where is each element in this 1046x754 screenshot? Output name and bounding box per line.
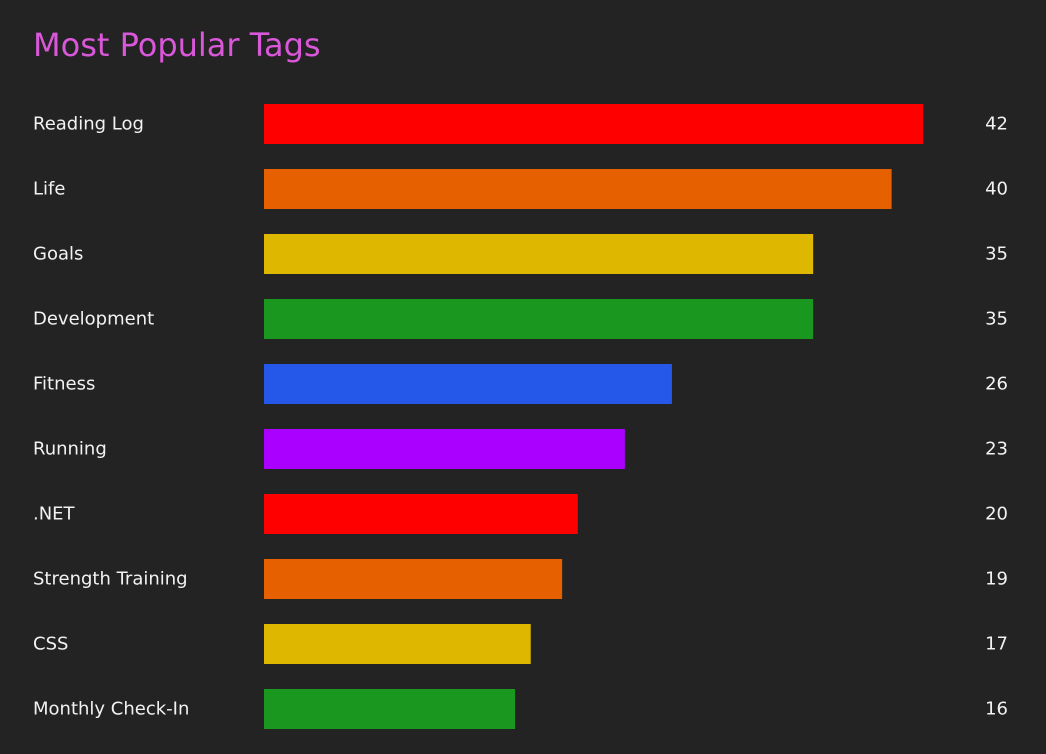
data-label: 35 bbox=[985, 244, 1008, 265]
data-label: 42 bbox=[985, 114, 1008, 135]
bar bbox=[264, 364, 672, 404]
category-label: CSS bbox=[33, 634, 68, 655]
category-label: Monthly Check-In bbox=[33, 699, 189, 720]
data-label: 20 bbox=[985, 504, 1008, 525]
data-label: 35 bbox=[985, 309, 1008, 330]
bar bbox=[264, 104, 923, 144]
bar-row: Running 23 bbox=[33, 429, 1008, 469]
bar-row: CSS 17 bbox=[33, 624, 1008, 664]
data-label: 19 bbox=[985, 569, 1008, 590]
bar-row: Reading Log 42 bbox=[33, 104, 1008, 144]
bar bbox=[264, 429, 625, 469]
category-label: Running bbox=[33, 439, 107, 460]
category-label: Strength Training bbox=[33, 569, 188, 590]
data-label: 26 bbox=[985, 374, 1008, 395]
bar-row: Goals 35 bbox=[33, 234, 1008, 274]
data-label: 16 bbox=[985, 699, 1008, 720]
category-label: Reading Log bbox=[33, 114, 144, 135]
bar-row: Fitness 26 bbox=[33, 364, 1008, 404]
data-label: 17 bbox=[985, 634, 1008, 655]
bar bbox=[264, 689, 516, 729]
bar bbox=[264, 299, 814, 339]
data-label: 23 bbox=[985, 439, 1008, 460]
chart-title: Most Popular Tags bbox=[33, 26, 321, 64]
bar-row: Monthly Check-In 16 bbox=[33, 689, 1008, 729]
bar-row: .NET 20 bbox=[33, 494, 1008, 534]
bar bbox=[264, 624, 531, 664]
category-label: Fitness bbox=[33, 374, 95, 395]
category-label: Development bbox=[33, 309, 154, 330]
data-label: 40 bbox=[985, 179, 1008, 200]
category-label: Goals bbox=[33, 244, 83, 265]
bar bbox=[264, 494, 578, 534]
category-label: Life bbox=[33, 179, 65, 200]
bar bbox=[264, 169, 892, 209]
bar bbox=[264, 559, 563, 599]
bar-row: Development 35 bbox=[33, 299, 1008, 339]
category-label: .NET bbox=[33, 504, 76, 525]
bar-row: Strength Training 19 bbox=[33, 559, 1008, 599]
bar bbox=[264, 234, 814, 274]
bar-row: Life 40 bbox=[33, 169, 1008, 209]
